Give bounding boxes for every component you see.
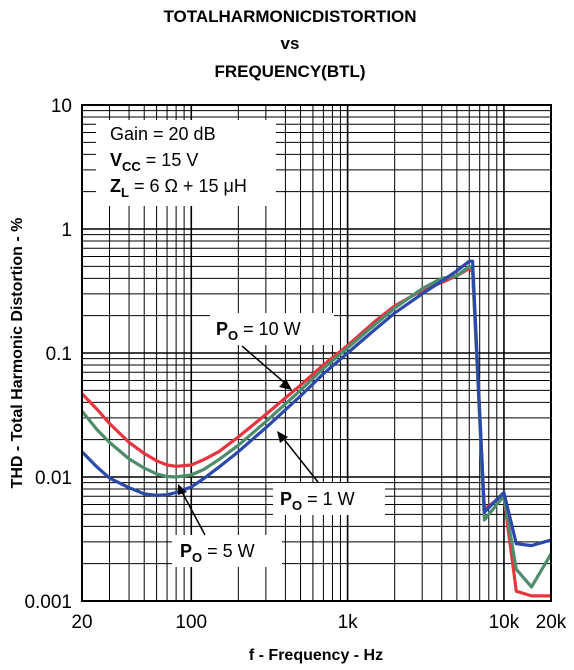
vcc-label: VCC = 15 V [110, 150, 198, 174]
annotation-5w-box [172, 535, 282, 567]
chart-title-line-2: vs [281, 34, 300, 53]
plot-frame [81, 104, 552, 602]
y-tick-labels: 10 1 0.1 0.01 0.001 [24, 96, 72, 613]
x-tick-label: 10k [489, 612, 520, 633]
annotation-1w-box [273, 483, 385, 515]
y-tick-label: 0.1 [46, 344, 72, 365]
annotation-1w: PO = 1 W [280, 489, 355, 513]
annotation-10w-box [210, 313, 334, 345]
conditions-box [96, 120, 276, 206]
gain-label: Gain = 20 dB [110, 124, 216, 144]
annotation-5w-arrowhead [178, 484, 187, 495]
series-layer [80, 259, 553, 598]
series-line-1 [80, 264, 553, 589]
y-tick-label: 1 [61, 220, 72, 241]
x-tick-labels: 20 100 1k 10k 20k [71, 612, 566, 633]
x-axis-title: f - Frequency - Hz [249, 647, 383, 664]
annotation-5w: PO = 5 W [180, 541, 255, 565]
y-axis-title: THD - Total Harmonic Distortion - % [9, 218, 26, 489]
annotation-1w-arrowhead [277, 431, 288, 443]
annotation-10w-arrowhead [279, 379, 292, 390]
x-tick-label: 20 [71, 612, 92, 633]
y-tick-label: 0.01 [35, 468, 72, 489]
chart-title-line-3: FREQUENCY(BTL) [214, 62, 365, 81]
annotation-10w-leader [241, 345, 287, 385]
x-tick-label: 20k [536, 612, 567, 633]
chart-title-line-1: TOTALHARMONICDISTORTION [163, 7, 416, 26]
annotation-10w: PO = 10 W [216, 319, 301, 343]
zl-label: ZL = 6 Ω + 15 μH [110, 176, 247, 200]
y-tick-label: 0.001 [24, 592, 72, 613]
series-line-2 [80, 259, 552, 548]
x-tick-label: 100 [175, 612, 207, 633]
annotation-1w-leader [282, 437, 319, 483]
y-tick-label: 10 [51, 96, 72, 117]
annotation-5w-leader [181, 491, 206, 536]
x-tick-label: 1k [338, 612, 359, 633]
